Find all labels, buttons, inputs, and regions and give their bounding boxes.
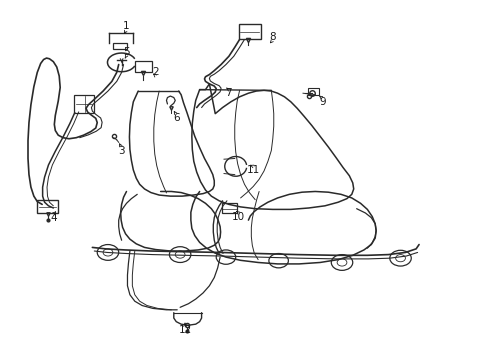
Text: 5: 5 — [123, 47, 129, 57]
Text: 12: 12 — [178, 325, 191, 335]
Bar — [238, 24, 260, 40]
Text: 2: 2 — [152, 67, 159, 77]
Bar — [307, 88, 318, 95]
Text: 4: 4 — [50, 213, 57, 222]
Bar — [37, 201, 58, 213]
Bar — [135, 61, 152, 72]
Bar — [74, 95, 94, 113]
Text: 7: 7 — [225, 88, 232, 98]
Bar — [222, 203, 236, 213]
Text: 3: 3 — [118, 146, 124, 156]
Text: 1: 1 — [123, 21, 129, 31]
Text: 9: 9 — [319, 97, 325, 107]
Text: 8: 8 — [269, 32, 276, 41]
Text: 11: 11 — [246, 165, 259, 175]
Text: 10: 10 — [232, 212, 244, 221]
Text: 6: 6 — [173, 113, 179, 123]
Bar — [113, 42, 127, 49]
